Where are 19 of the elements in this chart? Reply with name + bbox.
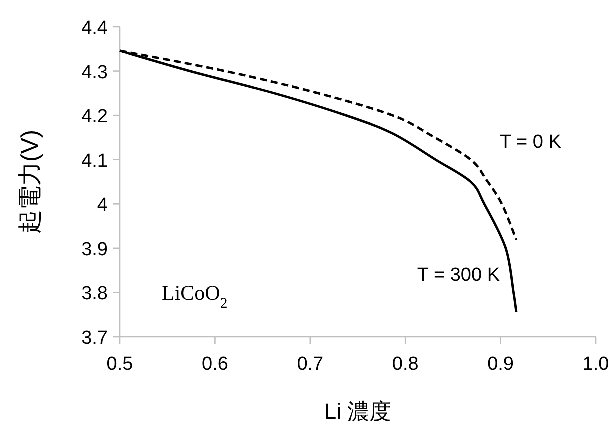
y-axis-title: 起電力(V) [17, 130, 44, 234]
y-tick-label: 4.1 [82, 150, 108, 172]
x-tick-label: 0.8 [392, 354, 419, 375]
y-tick-label: 4.3 [82, 62, 108, 84]
x-tick-label: 0.7 [297, 354, 324, 375]
y-tick-label: 3.8 [82, 284, 108, 305]
y-tick-label: 3.9 [82, 239, 108, 260]
y-tick-label: 3.7 [82, 328, 108, 349]
annotation: LiCoO$_{2}$ [162, 281, 228, 312]
series-label: T = 300 K [417, 265, 500, 286]
y-tick-label: 4.2 [82, 106, 108, 128]
x-tick-label: 0.6 [202, 354, 228, 375]
y-tick-label: 4.4 [82, 18, 108, 39]
x-axis-title: Li 濃度 [324, 399, 392, 424]
x-tick-label: 0.5 [106, 354, 134, 375]
x-tick-label: 0.9 [488, 354, 514, 375]
x-tick-label: 1.0 [582, 354, 610, 375]
y-tick-label: 4 [97, 195, 108, 216]
series-label: T = 0 K [500, 132, 562, 153]
